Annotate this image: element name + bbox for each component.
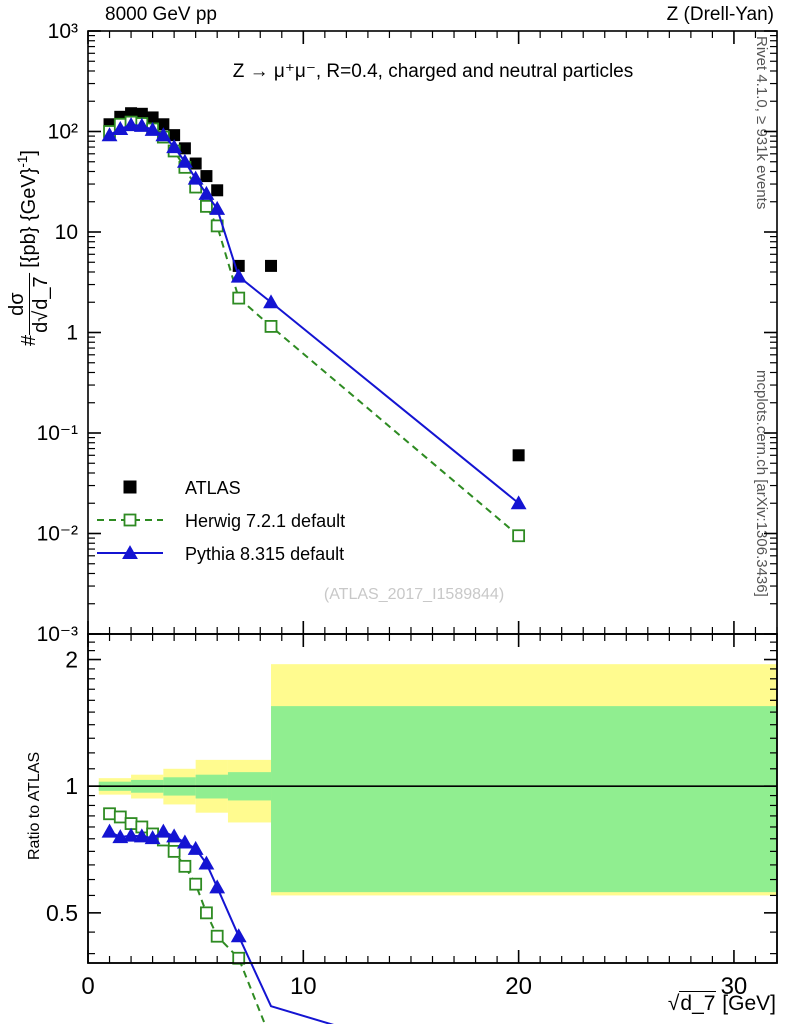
ratio-band-inner [271, 706, 777, 893]
ratio-y-tick-label: 2 [65, 647, 78, 673]
series-line-herwig [108, 121, 520, 537]
data-marker-triangle [101, 127, 118, 142]
data-marker-triangle [510, 495, 527, 510]
data-marker-triangle [209, 879, 226, 894]
header-left-label: 8000 GeV pp [105, 4, 217, 25]
data-marker-square [265, 259, 278, 272]
data-marker-square [178, 142, 191, 155]
data-marker-open-square [103, 807, 116, 821]
data-marker-triangle [176, 153, 193, 168]
data-marker-square [211, 184, 224, 197]
data-marker-square [146, 111, 159, 124]
data-marker-square [168, 129, 181, 142]
data-marker-triangle [133, 828, 150, 843]
data-marker-triangle [144, 121, 161, 136]
y-tick-label: 1 [66, 322, 78, 345]
data-marker-open-square [123, 513, 137, 527]
data-marker-open-square [200, 906, 213, 920]
x-axis-label: √d_7 [GeV] [667, 991, 776, 1015]
data-marker-triangle [230, 268, 247, 283]
watermark-label: (ATLAS_2017_I1589844) [324, 586, 504, 603]
data-marker-triangle [198, 855, 215, 870]
data-marker-open-square [512, 529, 526, 543]
data-marker-square [135, 107, 148, 120]
data-marker-triangle [112, 121, 129, 136]
data-marker-open-square [232, 951, 246, 965]
data-marker-triangle [123, 827, 139, 842]
data-marker-triangle [263, 294, 279, 309]
legend-label-1: Herwig 7.2.1 default [185, 511, 345, 531]
data-marker-square [103, 118, 116, 131]
data-marker-square [157, 118, 170, 131]
data-marker-triangle [122, 545, 138, 560]
data-marker-open-square [264, 319, 278, 333]
y-tick-label: 10⁻³ [37, 623, 78, 646]
legend-label-0: ATLAS [185, 478, 241, 498]
x-tick-label: 0 [81, 973, 94, 1000]
data-marker-triangle [187, 840, 204, 855]
data-marker-open-square [124, 817, 138, 830]
data-marker-triangle [101, 823, 118, 838]
data-marker-square [200, 170, 213, 183]
data-marker-open-square [167, 844, 181, 858]
series-line-pythia [109, 124, 520, 505]
data-marker-open-square [232, 291, 246, 305]
ratio-panel-frame-top [87, 633, 778, 964]
data-marker-triangle [155, 823, 172, 838]
data-marker-square [512, 449, 525, 462]
header-right-label: Z (Drell-Yan) [666, 4, 774, 25]
data-marker-triangle [230, 928, 247, 943]
data-marker-open-square [210, 929, 224, 943]
data-marker-triangle [112, 829, 129, 844]
y-tick-label: 10³ [48, 20, 78, 43]
y-tick-label: 10² [48, 121, 78, 144]
data-marker-triangle [198, 185, 215, 200]
data-marker-triangle [166, 139, 183, 154]
data-marker-square [189, 157, 202, 170]
data-marker-triangle [133, 117, 150, 132]
x-tick-label: 20 [505, 973, 532, 1000]
ratio-y-tick-label: 1 [65, 773, 78, 799]
data-marker-open-square [200, 199, 213, 213]
plot-title: Z → μ⁺μ⁻, R=0.4, charged and neutral par… [232, 61, 634, 82]
data-marker-triangle [123, 117, 139, 132]
data-marker-square [123, 480, 137, 494]
data-marker-open-square [113, 810, 127, 824]
y-tick-label: 10⁻¹ [37, 422, 78, 445]
legend-label-2: Pythia 8.315 default [185, 544, 344, 564]
y-tick-label: 10 [55, 221, 78, 244]
data-marker-triangle [209, 200, 226, 215]
data-marker-triangle [166, 828, 183, 843]
ratio-y-tick-label: 0.5 [46, 900, 78, 926]
x-tick-label: 10 [290, 973, 317, 1000]
data-marker-triangle [155, 127, 172, 142]
data-marker-triangle [187, 170, 204, 185]
data-marker-open-square [189, 877, 203, 891]
x-axis-units: [GeV] [722, 992, 776, 1015]
data-marker-open-square [178, 859, 192, 873]
x-axis-sqrt-arg: d_7 [679, 991, 717, 1015]
data-marker-triangle [176, 834, 193, 849]
y-tick-label: 10⁻² [37, 523, 78, 546]
data-marker-triangle [144, 830, 161, 845]
x-tick-label: 30 [721, 973, 748, 1000]
